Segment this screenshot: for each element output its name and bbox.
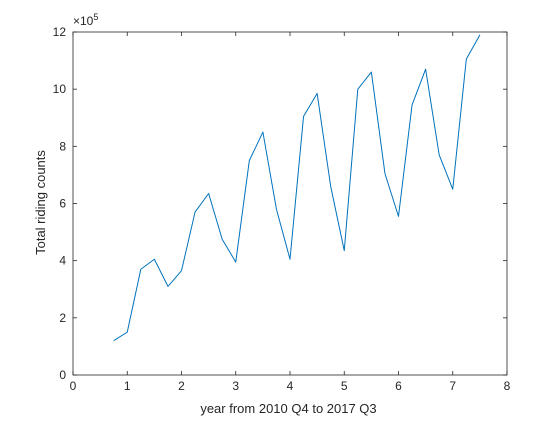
data-point [466, 59, 467, 60]
x-tick-label: 0 [70, 379, 77, 393]
y-tick-label: 2 [59, 311, 66, 325]
y-tick-label: 6 [59, 197, 66, 211]
y-tick-label: 0 [59, 368, 66, 382]
x-tick-label: 2 [178, 379, 185, 393]
data-point [439, 154, 440, 155]
y-tick-label: 12 [53, 25, 67, 39]
data-point [249, 160, 250, 161]
data-point [452, 189, 453, 190]
x-tick-label: 6 [395, 379, 402, 393]
data-point [167, 286, 168, 287]
data-point [181, 270, 182, 271]
data-point [154, 259, 155, 260]
x-tick-label: 1 [124, 379, 131, 393]
data-point [208, 193, 209, 194]
x-tick-label: 8 [504, 379, 511, 393]
data-point [357, 89, 358, 90]
x-tick-label: 3 [232, 379, 239, 393]
data-point [425, 69, 426, 70]
y-tick-label: 8 [59, 139, 66, 153]
series-layer [113, 34, 481, 342]
data-point [235, 262, 236, 263]
data-point [262, 132, 263, 133]
data-point [222, 239, 223, 240]
y-tick-label: 4 [59, 254, 66, 268]
y-axis-label: Total riding counts [33, 150, 48, 255]
data-point [330, 186, 331, 187]
data-point [412, 104, 413, 105]
data-point [140, 269, 141, 270]
data-point [127, 332, 128, 333]
y-exponent-power: 5 [93, 12, 98, 22]
data-point [384, 173, 385, 174]
data-point [479, 34, 480, 35]
x-axis-label: year from 2010 Q4 to 2017 Q3 [200, 401, 376, 416]
data-point [113, 340, 114, 341]
x-tick-label: 5 [341, 379, 348, 393]
data-point [344, 250, 345, 251]
x-tick-label: 4 [287, 379, 294, 393]
y-exponent-base: ×10 [73, 14, 94, 28]
data-point [290, 259, 291, 260]
x-tick-label: 7 [449, 379, 456, 393]
y-exponent-label: ×105 [73, 12, 98, 28]
data-point [276, 209, 277, 210]
data-point [317, 93, 318, 94]
data-point [195, 212, 196, 213]
data-point [303, 116, 304, 117]
label-layer: year from 2010 Q4 to 2017 Q3 Total ridin… [33, 12, 377, 416]
series-line [113, 34, 481, 342]
data-point [371, 72, 372, 73]
y-tick-label: 10 [53, 82, 67, 96]
data-point [398, 216, 399, 217]
